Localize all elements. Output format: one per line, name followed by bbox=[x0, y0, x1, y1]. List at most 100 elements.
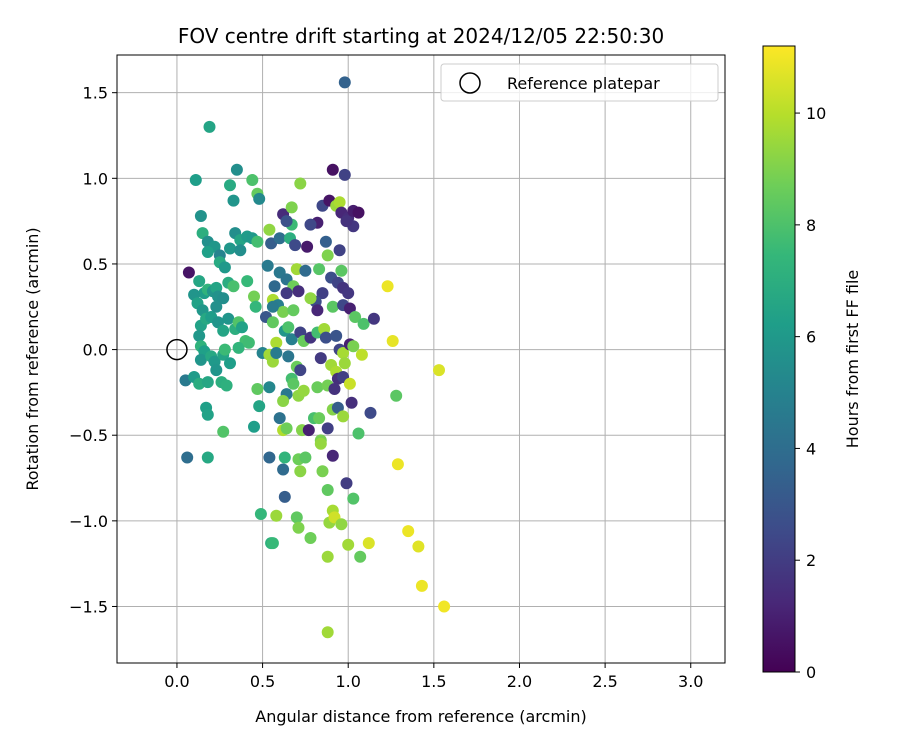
data-point bbox=[338, 76, 351, 89]
x-tick-label: 3.0 bbox=[678, 672, 703, 691]
data-point bbox=[331, 401, 344, 414]
data-point bbox=[290, 511, 303, 524]
data-point bbox=[433, 364, 445, 377]
data-point bbox=[340, 477, 353, 490]
data-point bbox=[319, 235, 332, 248]
reference-point-marker bbox=[166, 338, 188, 361]
data-point bbox=[299, 451, 312, 464]
data-point bbox=[357, 317, 370, 330]
data-point bbox=[297, 384, 310, 397]
data-point bbox=[210, 300, 223, 313]
data-point bbox=[292, 285, 305, 298]
data-point bbox=[273, 412, 286, 425]
data-point bbox=[301, 240, 314, 253]
data-point bbox=[304, 292, 317, 305]
data-point bbox=[355, 348, 368, 361]
data-point bbox=[321, 626, 334, 639]
data-point bbox=[251, 383, 264, 395]
data-point bbox=[280, 215, 293, 228]
data-point bbox=[194, 353, 207, 366]
data-point bbox=[273, 232, 286, 245]
x-axis-label: Angular distance from reference (arcmin) bbox=[255, 707, 586, 726]
data-point bbox=[338, 357, 351, 370]
colorbar-ticks: 0 2 4 6 8 10 bbox=[795, 104, 826, 682]
x-tick-label: 1.0 bbox=[335, 672, 360, 691]
data-point bbox=[181, 451, 194, 464]
data-point bbox=[337, 410, 350, 423]
data-point bbox=[328, 383, 341, 395]
y-tick-label: −1.5 bbox=[69, 597, 108, 616]
data-point bbox=[282, 321, 295, 334]
data-point bbox=[222, 312, 235, 325]
data-point bbox=[189, 174, 202, 186]
data-point bbox=[337, 347, 350, 359]
data-point bbox=[321, 422, 334, 435]
data-point bbox=[194, 210, 207, 222]
y-tick-label: 1.0 bbox=[83, 169, 108, 188]
data-point bbox=[343, 377, 356, 390]
data-point bbox=[333, 244, 346, 257]
legend: Reference platepar bbox=[440, 63, 719, 102]
data-point bbox=[201, 246, 214, 258]
data-point bbox=[386, 335, 399, 347]
data-point bbox=[248, 290, 260, 303]
data-point bbox=[277, 463, 290, 476]
data-point bbox=[321, 550, 334, 563]
axis-ticks: 0.0 0.5 1.0 1.5 2.0 2.5 3.0 −1.5 −1.0 −0.5 0.0 0.5 1… bbox=[69, 84, 703, 691]
colorbar-tick-label: 8 bbox=[806, 216, 816, 235]
colorbar-label: Hours from first FF file bbox=[843, 270, 862, 449]
y-tick-label: 1.5 bbox=[83, 84, 108, 103]
data-point bbox=[381, 280, 394, 293]
data-point bbox=[311, 381, 324, 394]
data-point bbox=[270, 509, 283, 522]
data-point bbox=[326, 449, 339, 462]
data-point bbox=[313, 263, 326, 276]
data-point bbox=[227, 280, 240, 293]
data-point bbox=[263, 223, 276, 236]
colorbar: 0 2 4 6 8 10 Hours from first FF file bbox=[762, 45, 862, 682]
chart-title: FOV centre drift starting at 2024/12/05 … bbox=[178, 24, 664, 48]
data-point bbox=[224, 179, 236, 192]
data-point bbox=[294, 465, 307, 478]
y-tick-label: 0.0 bbox=[83, 341, 108, 360]
data-point bbox=[232, 341, 245, 354]
legend-box bbox=[440, 63, 719, 102]
data-point bbox=[352, 206, 365, 219]
data-point bbox=[246, 174, 259, 186]
data-point bbox=[249, 300, 262, 313]
data-point bbox=[314, 352, 327, 365]
data-point bbox=[230, 163, 243, 176]
plot-area bbox=[116, 54, 726, 664]
data-point bbox=[304, 532, 317, 544]
data-point bbox=[201, 376, 214, 389]
colorbar-gradient bbox=[762, 45, 796, 673]
data-point bbox=[313, 412, 326, 425]
data-point bbox=[253, 192, 266, 205]
data-point bbox=[349, 311, 362, 323]
data-point bbox=[333, 196, 346, 209]
data-point bbox=[347, 492, 360, 505]
data-point bbox=[340, 215, 353, 228]
data-point bbox=[285, 333, 298, 346]
data-point bbox=[201, 408, 214, 421]
data-point bbox=[253, 400, 266, 413]
data-point bbox=[304, 218, 317, 231]
data-point bbox=[220, 379, 233, 392]
data-point bbox=[268, 280, 281, 293]
data-point bbox=[294, 177, 307, 190]
data-point bbox=[242, 336, 255, 349]
data-point bbox=[182, 266, 195, 279]
colorbar-tick-label: 6 bbox=[806, 328, 816, 347]
data-point bbox=[412, 540, 425, 553]
colorbar-tick-label: 10 bbox=[806, 104, 826, 123]
data-point bbox=[193, 275, 206, 288]
data-point bbox=[218, 261, 231, 274]
y-tick-label: −1.0 bbox=[69, 512, 108, 531]
y-axis-label: Rotation from reference (arcmin) bbox=[23, 227, 42, 490]
x-tick-label: 1.5 bbox=[421, 672, 446, 691]
colorbar-tick-label: 0 bbox=[806, 663, 816, 682]
data-point bbox=[335, 518, 348, 531]
x-tick-label: 2.5 bbox=[592, 672, 617, 691]
colorbar-tick-label: 4 bbox=[806, 439, 816, 458]
data-point bbox=[335, 264, 348, 277]
